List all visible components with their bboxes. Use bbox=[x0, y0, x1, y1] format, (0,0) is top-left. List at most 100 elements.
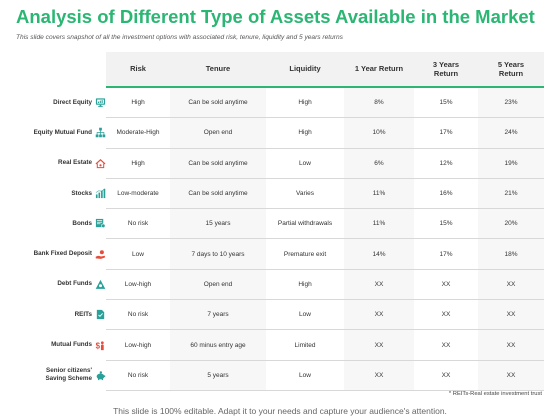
header-5-years-return: 5 Years Return bbox=[478, 52, 544, 88]
table-row: REITs No risk 7 years Low XX XX XX bbox=[16, 299, 544, 331]
cell-1-year-return: 6% bbox=[344, 148, 414, 179]
row-header: Equity Mutual Fund bbox=[16, 117, 106, 149]
row-header: Real Estate bbox=[16, 148, 106, 179]
header-3-years-return: 3 Years Return bbox=[414, 52, 478, 88]
cell-risk: High bbox=[106, 87, 170, 119]
house-icon bbox=[95, 158, 106, 169]
cell-3-years-return: XX bbox=[414, 299, 478, 331]
cell-3-years-return: XX bbox=[414, 269, 478, 301]
header-1-year-return: 1 Year Return bbox=[344, 52, 414, 88]
cell-liquidity: Varies bbox=[266, 178, 344, 210]
cell-1-year-return: 11% bbox=[344, 178, 414, 210]
cell-5-years-return: XX bbox=[478, 329, 544, 361]
assets-table: Risk Tenure Liquidity 1 Year Return 3 Ye… bbox=[16, 52, 544, 391]
row-header: Direct Equity bbox=[16, 87, 106, 119]
cell-3-years-return: 12% bbox=[414, 148, 478, 179]
cell-5-years-return: XX bbox=[478, 269, 544, 301]
cell-1-year-return: 14% bbox=[344, 238, 414, 270]
row-label: Senior citizens' Saving Scheme bbox=[45, 367, 92, 383]
cell-liquidity: Partial withdrawals bbox=[266, 208, 344, 240]
cell-liquidity: Low bbox=[266, 360, 344, 391]
row-label: Equity Mutual Fund bbox=[33, 129, 92, 136]
cell-5-years-return: 20% bbox=[478, 208, 544, 240]
triangle-icon bbox=[95, 279, 106, 290]
cell-risk: High bbox=[106, 148, 170, 179]
table-row: Bonds No risk 15 years Partial withdrawals 1… bbox=[16, 208, 544, 240]
table-row: Stocks Low-moderate Can be sold anytime Var… bbox=[16, 178, 544, 210]
cell-tenure: Can be sold anytime bbox=[170, 148, 266, 179]
cell-liquidity: Low bbox=[266, 299, 344, 331]
cell-3-years-return: 15% bbox=[414, 208, 478, 240]
cell-risk: No risk bbox=[106, 299, 170, 331]
cell-tenure: 60 minus entry age bbox=[170, 329, 266, 361]
cell-1-year-return: XX bbox=[344, 360, 414, 391]
row-header: Debt Funds bbox=[16, 269, 106, 301]
cell-liquidity: Low bbox=[266, 148, 344, 179]
cell-tenure: Open end bbox=[170, 117, 266, 149]
cell-risk: No risk bbox=[106, 360, 170, 391]
cell-risk: Low-high bbox=[106, 329, 170, 361]
bar-chart-icon bbox=[95, 188, 106, 199]
row-header: Bonds bbox=[16, 208, 106, 240]
cell-tenure: 5 years bbox=[170, 360, 266, 391]
header-risk: Risk bbox=[106, 52, 170, 88]
cell-1-year-return: 10% bbox=[344, 117, 414, 149]
cell-tenure: Open end bbox=[170, 269, 266, 301]
row-header: Bank Fixed Deposit bbox=[16, 238, 106, 270]
cell-5-years-return: XX bbox=[478, 299, 544, 331]
cell-1-year-return: 8% bbox=[344, 87, 414, 119]
header-liquidity: Liquidity bbox=[266, 52, 344, 88]
cell-risk: Moderate-High bbox=[106, 117, 170, 149]
cell-5-years-return: XX bbox=[478, 360, 544, 391]
row-header: REITs bbox=[16, 299, 106, 331]
row-header: Senior citizens' Saving Scheme bbox=[16, 360, 106, 391]
table-row: Equity Mutual Fund Moderate-High Open end H… bbox=[16, 117, 544, 149]
cell-tenure: 7 years bbox=[170, 299, 266, 331]
cell-3-years-return: 15% bbox=[414, 87, 478, 119]
cell-tenure: Can be sold anytime bbox=[170, 87, 266, 119]
table-row: Debt Funds Low-high Open end High XX XX XX bbox=[16, 269, 544, 301]
cell-liquidity: High bbox=[266, 117, 344, 149]
cell-3-years-return: 17% bbox=[414, 117, 478, 149]
table-row: Senior citizens' Saving Scheme No risk 5 y… bbox=[16, 360, 544, 391]
cell-5-years-return: 24% bbox=[478, 117, 544, 149]
cell-tenure: 7 days to 10 years bbox=[170, 238, 266, 270]
cell-tenure: 15 years bbox=[170, 208, 266, 240]
row-label: Mutual Funds bbox=[51, 341, 92, 349]
cell-5-years-return: 23% bbox=[478, 87, 544, 119]
cell-tenure: Can be sold anytime bbox=[170, 178, 266, 210]
piggy-bank-icon bbox=[95, 370, 106, 381]
dollar-person-icon: $ bbox=[95, 340, 106, 351]
row-header: Mutual Funds $ bbox=[16, 329, 106, 361]
cell-liquidity: Limited bbox=[266, 329, 344, 361]
row-header: Stocks bbox=[16, 178, 106, 210]
cell-risk: Low bbox=[106, 238, 170, 270]
cell-3-years-return: 17% bbox=[414, 238, 478, 270]
row-label: Stocks bbox=[71, 189, 92, 197]
cell-1-year-return: XX bbox=[344, 329, 414, 361]
cell-risk: Low-high bbox=[106, 269, 170, 301]
table-header-row: Risk Tenure Liquidity 1 Year Return 3 Ye… bbox=[16, 52, 544, 88]
document-check-icon bbox=[95, 309, 106, 320]
certificate-icon bbox=[95, 218, 106, 229]
cell-1-year-return: XX bbox=[344, 269, 414, 301]
row-label: Debt Funds bbox=[57, 280, 92, 288]
page-title: Analysis of Different Type of Assets Ava… bbox=[16, 6, 535, 27]
monitor-icon bbox=[95, 97, 106, 108]
cell-5-years-return: 19% bbox=[478, 148, 544, 179]
svg-text:$: $ bbox=[96, 341, 101, 350]
row-label: Direct Equity bbox=[53, 98, 92, 106]
cell-3-years-return: XX bbox=[414, 360, 478, 391]
cell-risk: No risk bbox=[106, 208, 170, 240]
cell-liquidity: High bbox=[266, 269, 344, 301]
network-icon bbox=[95, 127, 106, 138]
footnote: * REITs-Real estate investment trust bbox=[448, 391, 542, 397]
row-label: Real Estate bbox=[58, 159, 92, 167]
table-row: Direct Equity High Can be sold anytime High… bbox=[16, 87, 544, 119]
cell-3-years-return: XX bbox=[414, 329, 478, 361]
hand-coin-icon bbox=[95, 249, 106, 260]
cell-1-year-return: 11% bbox=[344, 208, 414, 240]
header-tenure: Tenure bbox=[170, 52, 266, 88]
table-row: Real Estate High Can be sold anytime Low 6% 1… bbox=[16, 148, 544, 179]
table-row: Mutual Funds $ Low-high 60 minus entry age L… bbox=[16, 329, 544, 361]
